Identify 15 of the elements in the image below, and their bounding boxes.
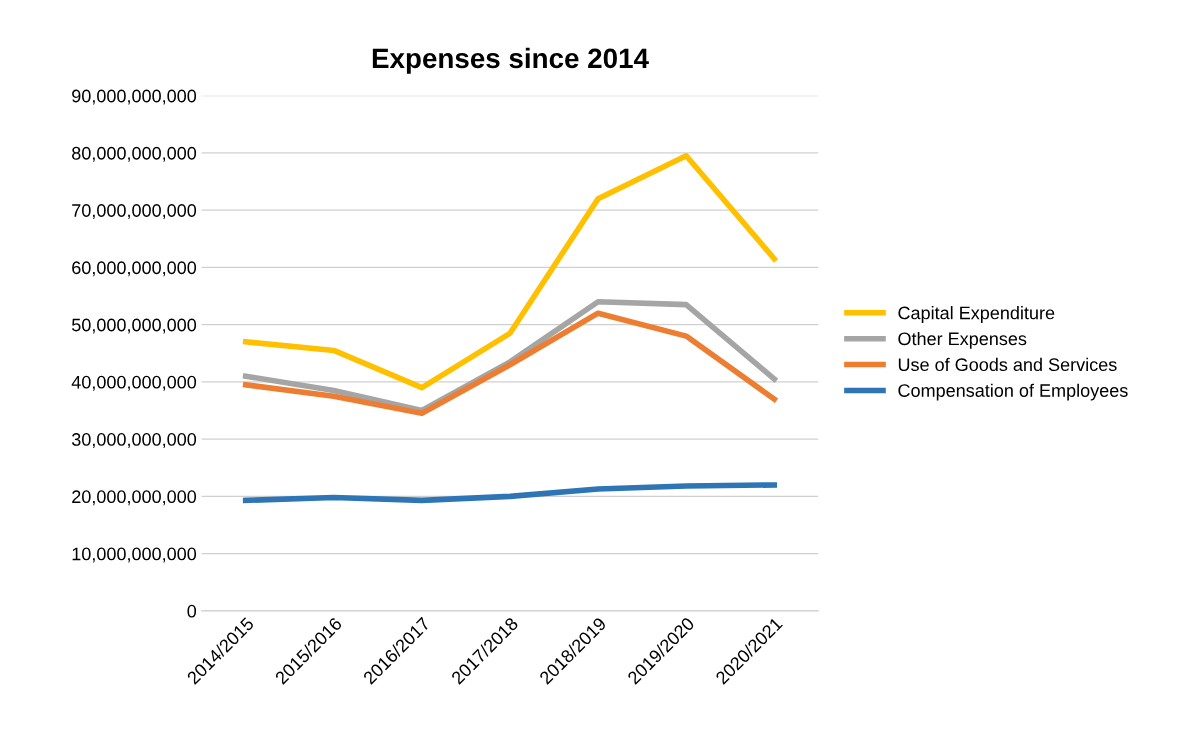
y-tick-label: 20,000,000,000: [72, 490, 197, 506]
legend-label: Use of Goods and Services: [898, 357, 1117, 372]
legend-label: Capital Expenditure: [898, 306, 1055, 323]
y-tick-label: 80,000,000,000: [72, 146, 197, 162]
legend-label: Compensation of Employees: [898, 383, 1128, 401]
chart-title: Expenses since 2014: [372, 47, 649, 74]
y-tick-label: 10,000,000,000: [72, 547, 197, 563]
legend-label: Other Expenses: [898, 331, 1027, 349]
y-tick-label: 60,000,000,000: [72, 261, 197, 277]
y-tick-label: 70,000,000,000: [72, 204, 197, 220]
y-tick-label: 90,000,000,000: [72, 89, 197, 105]
y-tick-label: 40,000,000,000: [71, 375, 197, 391]
y-tick-label: 30,000,000,000: [71, 433, 197, 448]
y-tick-label: 50,000,000,000: [71, 318, 197, 334]
y-tick-label: 0: [187, 604, 197, 618]
